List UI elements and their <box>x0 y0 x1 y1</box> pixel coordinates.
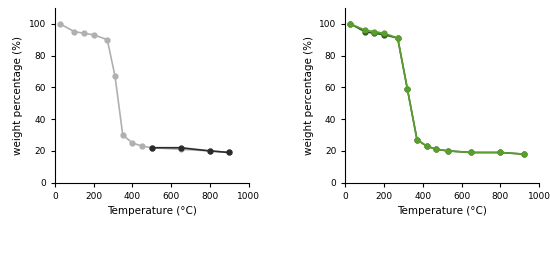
ARUPO-VR25-100M <box>497 151 504 154</box>
Cypress -CR25-100M <box>139 145 145 148</box>
ARUPO-VR25-100M <box>347 22 354 25</box>
Cypress -VR25-100M <box>148 146 155 149</box>
Cypress -CR25-100M <box>112 75 118 78</box>
ARUPO-CR25-100M <box>445 149 452 152</box>
ARUPO-CR25-100M <box>424 145 430 148</box>
Line: Cypress -CR25-100M: Cypress -CR25-100M <box>57 21 232 155</box>
ARUPO-CR25-100M <box>414 138 420 141</box>
Y-axis label: weight percentage (%): weight percentage (%) <box>13 36 23 155</box>
ARUPO-VR25-100M <box>424 145 430 148</box>
ARUPO-CR25-100M <box>394 37 401 40</box>
ARUPO-CR25-100M <box>520 152 527 156</box>
Cypress -CR25-100M <box>129 141 136 145</box>
ARUPO-CR25-100M <box>347 22 354 25</box>
Line: ARUPO-CR25-100M: ARUPO-CR25-100M <box>348 21 526 157</box>
Line: ARUPO-VR25-100M: ARUPO-VR25-100M <box>348 21 526 157</box>
Cypress -CR25-100M <box>57 22 63 25</box>
ARUPO-VR25-100M <box>404 87 411 91</box>
Y-axis label: weight percentage (%): weight percentage (%) <box>304 36 313 155</box>
X-axis label: Temperature (°C): Temperature (°C) <box>107 206 197 216</box>
ARUPO-VR25-100M <box>520 152 527 156</box>
ARUPO-CR25-100M <box>371 32 378 35</box>
ARUPO-CR25-100M <box>404 87 411 91</box>
Cypress -VR25-100M <box>226 151 233 154</box>
Cypress -CR25-100M <box>119 133 126 137</box>
Cypress -CR25-100M <box>90 33 97 37</box>
ARUPO-VR25-100M <box>468 151 475 154</box>
ARUPO-CR25-100M <box>381 33 387 37</box>
ARUPO-CR25-100M <box>497 151 504 154</box>
ARUPO-CR25-100M <box>433 148 439 151</box>
Cypress -VR25-100M <box>178 146 184 149</box>
ARUPO-VR25-100M <box>361 28 368 32</box>
Cypress -CR25-100M <box>104 38 111 41</box>
Cypress -CR25-100M <box>81 32 87 35</box>
Line: Cypress -VR25-100M: Cypress -VR25-100M <box>150 145 232 155</box>
Cypress -CR25-100M <box>148 146 155 149</box>
ARUPO-VR25-100M <box>414 138 420 141</box>
X-axis label: Temperature (°C): Temperature (°C) <box>397 206 487 216</box>
ARUPO-VR25-100M <box>394 37 401 40</box>
ARUPO-VR25-100M <box>381 32 387 35</box>
Cypress -CR25-100M <box>71 30 78 33</box>
Cypress -CR25-100M <box>226 151 233 154</box>
ARUPO-CR25-100M <box>361 30 368 33</box>
Cypress -CR25-100M <box>207 149 213 152</box>
Cypress -VR25-100M <box>207 149 213 152</box>
ARUPO-VR25-100M <box>445 149 452 152</box>
ARUPO-VR25-100M <box>371 30 378 33</box>
ARUPO-VR25-100M <box>433 148 439 151</box>
Cypress -CR25-100M <box>178 148 184 151</box>
ARUPO-CR25-100M <box>468 151 475 154</box>
